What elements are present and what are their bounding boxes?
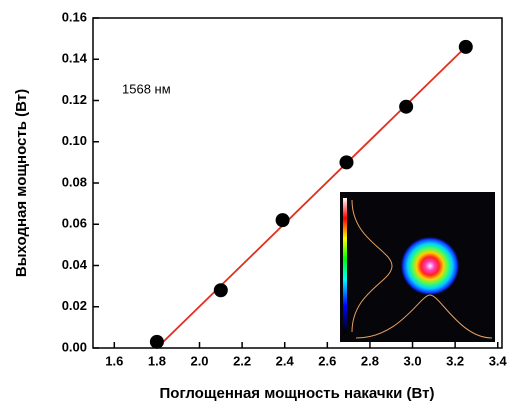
data-point <box>459 40 473 54</box>
x-tick-label: 2.2 <box>233 353 251 368</box>
y-tick-label: 0.04 <box>62 257 88 272</box>
inset-image <box>340 192 495 342</box>
y-tick-label: 0.16 <box>62 9 87 24</box>
y-axis-title: Выходная мощность (Вт) <box>13 89 30 277</box>
data-point <box>214 283 228 297</box>
y-tick-label: 0.00 <box>62 339 87 354</box>
data-point <box>150 335 164 349</box>
y-tick-label: 0.14 <box>62 51 88 66</box>
x-axis-title: Поглощенная мощность накачки (Вт) <box>160 385 435 402</box>
x-tick-label: 3.2 <box>446 353 464 368</box>
x-tick-label: 2.4 <box>276 353 295 368</box>
y-tick-label: 0.12 <box>62 92 87 107</box>
x-tick-label: 2.0 <box>190 353 208 368</box>
x-tick-label: 1.6 <box>105 353 123 368</box>
x-tick-label: 3.4 <box>489 353 508 368</box>
x-tick-label: 2.6 <box>318 353 336 368</box>
y-tick-label: 0.08 <box>62 174 87 189</box>
x-tick-label: 1.8 <box>148 353 166 368</box>
y-tick-label: 0.02 <box>62 298 87 313</box>
data-point <box>339 155 353 169</box>
y-tick-label: 0.10 <box>62 133 87 148</box>
chart: 1568 нм Поглощенная мощность накачки (Вт… <box>0 0 513 405</box>
y-tick-label: 0.06 <box>62 216 87 231</box>
data-point <box>276 213 290 227</box>
data-point <box>399 100 413 114</box>
x-tick-label: 3.0 <box>403 353 421 368</box>
x-tick-label: 2.8 <box>361 353 379 368</box>
annotation: 1568 нм <box>122 81 171 96</box>
